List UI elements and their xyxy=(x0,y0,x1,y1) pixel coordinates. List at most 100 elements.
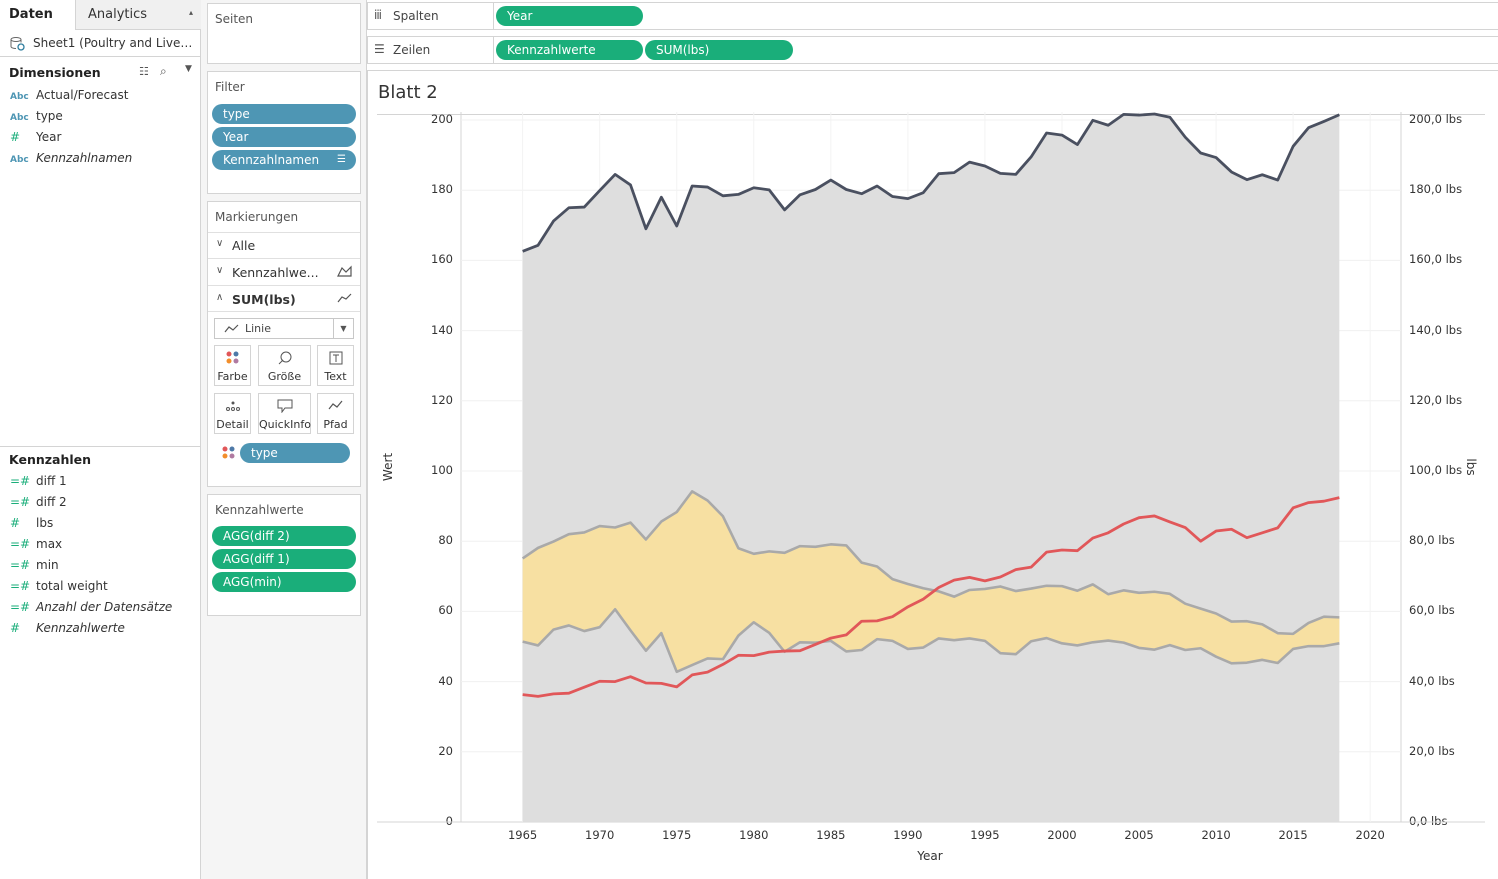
size-button[interactable]: Größe xyxy=(258,345,311,386)
y-tick-label: 40 xyxy=(438,673,453,688)
calc-measure-icon: =# xyxy=(10,558,31,572)
tab-daten-label: Daten xyxy=(9,7,53,22)
detail-dots-icon xyxy=(215,399,250,417)
rows-pill-kennzahlwerte[interactable]: Kennzahlwerte xyxy=(496,40,643,60)
measure-item[interactable]: =# diff 1 xyxy=(10,471,67,491)
pane-divider[interactable] xyxy=(0,446,200,447)
chevron-down-icon: ∨ xyxy=(216,238,224,249)
y-tick-right-label: 20,0 lbs xyxy=(1409,743,1455,758)
path-button[interactable]: Pfad xyxy=(317,393,354,434)
size-icon xyxy=(259,351,310,369)
y-tick-label: 140 xyxy=(431,322,453,337)
y-tick-label: 20 xyxy=(438,743,453,758)
dimension-item[interactable]: Abc type xyxy=(10,106,63,126)
pages-card[interactable]: Seiten xyxy=(207,3,361,64)
area-total xyxy=(522,114,1340,822)
rows-icon: ☰ xyxy=(374,42,385,56)
measure-item[interactable]: =# min xyxy=(10,555,59,575)
filter-pill-year[interactable]: Year xyxy=(212,127,356,147)
mark-type-label: Linie xyxy=(245,322,271,335)
measure-values-card[interactable]: Kennzahlwerte AGG(diff 2) AGG(diff 1) AG… xyxy=(207,494,361,616)
rows-shelf[interactable]: ☰ Zeilen Kennzahlwerte SUM(lbs) xyxy=(367,36,1498,64)
number-type-icon: # xyxy=(10,621,21,635)
string-type-icon: Abc xyxy=(10,155,29,165)
measure-item[interactable]: # lbs xyxy=(10,513,53,533)
measure-item[interactable]: =# total weight xyxy=(10,576,108,596)
line-chart-icon xyxy=(337,292,353,307)
tab-analytics[interactable]: Analytics ▴ xyxy=(75,0,201,30)
path-button-label: Pfad xyxy=(323,418,348,431)
x-tick-label: 1975 xyxy=(662,828,692,842)
dimensions-header: Dimensionen ☷ ⌕ ▼ xyxy=(0,62,200,82)
detail-button[interactable]: Detail xyxy=(214,393,251,434)
dimension-item-label: Year xyxy=(36,130,62,144)
dropdown-arrow-icon: ▼ xyxy=(333,319,353,338)
y-tick-label: 180 xyxy=(431,182,453,197)
filters-title: Filter xyxy=(215,80,245,94)
rows-pill-sumlbs[interactable]: SUM(lbs) xyxy=(645,40,793,60)
x-tick-label: 2010 xyxy=(1201,828,1231,842)
color-dots-icon xyxy=(215,351,250,369)
y-tick-label: 200 xyxy=(431,112,453,126)
measure-item[interactable]: =# max xyxy=(10,534,62,554)
measure-item[interactable]: # Kennzahlwerte xyxy=(10,618,125,638)
data-pane: Daten Analytics ▴ Sheet1 (Poultry and Li… xyxy=(0,0,201,879)
chevron-down-icon[interactable]: ▼ xyxy=(185,64,192,74)
mark-type-dropdown[interactable]: Linie ▼ xyxy=(214,318,354,339)
size-button-label: Größe xyxy=(267,370,302,383)
tab-sort-icon[interactable]: ▴ xyxy=(188,8,193,17)
measure-item[interactable]: =# diff 2 xyxy=(10,492,67,512)
y-tick-right-label: 140,0 lbs xyxy=(1409,322,1463,337)
filter-pill-type[interactable]: type xyxy=(212,104,356,124)
x-tick-label: 2020 xyxy=(1355,828,1385,842)
columns-shelf[interactable]: iii Spalten Year xyxy=(367,2,1498,30)
measure-item-label: Anzahl der Datensätze xyxy=(36,600,173,614)
measure-item-label: total weight xyxy=(36,579,108,593)
dimension-item[interactable]: Abc Kennzahlnamen xyxy=(10,148,132,168)
dimension-item[interactable]: # Year xyxy=(10,127,61,147)
measure-pill-diff1[interactable]: AGG(diff 1) xyxy=(212,549,356,569)
search-icon[interactable]: ⌕ xyxy=(160,64,167,78)
color-button[interactable]: Farbe xyxy=(214,345,251,386)
y-tick-right-label: 120,0 lbs xyxy=(1409,392,1463,407)
y-tick-right-label: 160,0 lbs xyxy=(1409,252,1463,267)
dimension-item[interactable]: Abc Actual/Forecast xyxy=(10,85,128,105)
marks-tab-sumlbs[interactable]: ∧ SUM(lbs) xyxy=(208,285,360,312)
datasource-icon xyxy=(10,36,25,51)
dimension-item-label: type xyxy=(36,109,63,123)
title-underline xyxy=(377,114,1485,115)
measure-pill-diff2[interactable]: AGG(diff 2) xyxy=(212,526,356,546)
color-pill-type[interactable]: type xyxy=(240,443,350,463)
text-button-label: Text xyxy=(324,370,347,383)
tooltip-icon xyxy=(259,399,310,417)
datasource-label: Sheet1 (Poultry and Live… xyxy=(33,36,193,50)
columns-pill-year[interactable]: Year xyxy=(496,6,643,26)
text-icon xyxy=(318,351,353,369)
filter-pill-kennzahlnamen[interactable]: Kennzahlnamen ☰ xyxy=(212,150,356,170)
number-type-icon: # xyxy=(10,516,21,530)
y-tick-label: 100 xyxy=(431,463,453,477)
y-tick-label: 60 xyxy=(438,603,453,618)
tab-daten[interactable]: Daten xyxy=(0,0,75,30)
filters-card[interactable]: Filter type Year Kennzahlnamen ☰ xyxy=(207,71,361,194)
x-tick-label: 1965 xyxy=(507,828,538,842)
marks-tab-kennzahlwerte[interactable]: ∨ Kennzahlwe... xyxy=(208,258,360,285)
x-tick-label: 2015 xyxy=(1278,828,1308,842)
text-button[interactable]: Text xyxy=(317,345,354,386)
measure-item[interactable]: =# Anzahl der Datensätze xyxy=(10,597,172,617)
list-view-icon[interactable]: ☷ xyxy=(139,65,149,78)
measure-pill-min[interactable]: AGG(min) xyxy=(212,572,356,592)
y-tick-right-label: 100,0 lbs xyxy=(1409,463,1463,477)
datasource-row[interactable]: Sheet1 (Poultry and Live… xyxy=(0,31,200,57)
marks-card[interactable]: Markierungen ∨ Alle ∨ Kennzahlwe... ∧ SU… xyxy=(207,201,361,487)
y-tick-label: 0 xyxy=(445,814,453,828)
calc-measure-icon: =# xyxy=(10,474,31,488)
string-type-icon: Abc xyxy=(10,113,29,123)
marks-tab-alle[interactable]: ∨ Alle xyxy=(208,232,360,258)
dimensions-title: Dimensionen xyxy=(9,65,101,80)
tooltip-button-label: QuickInfo xyxy=(259,418,311,431)
marks-tab-sumlbs-label: SUM(lbs) xyxy=(232,292,296,307)
tooltip-button[interactable]: QuickInfo xyxy=(258,393,311,434)
series-line-lbs xyxy=(522,496,1340,698)
